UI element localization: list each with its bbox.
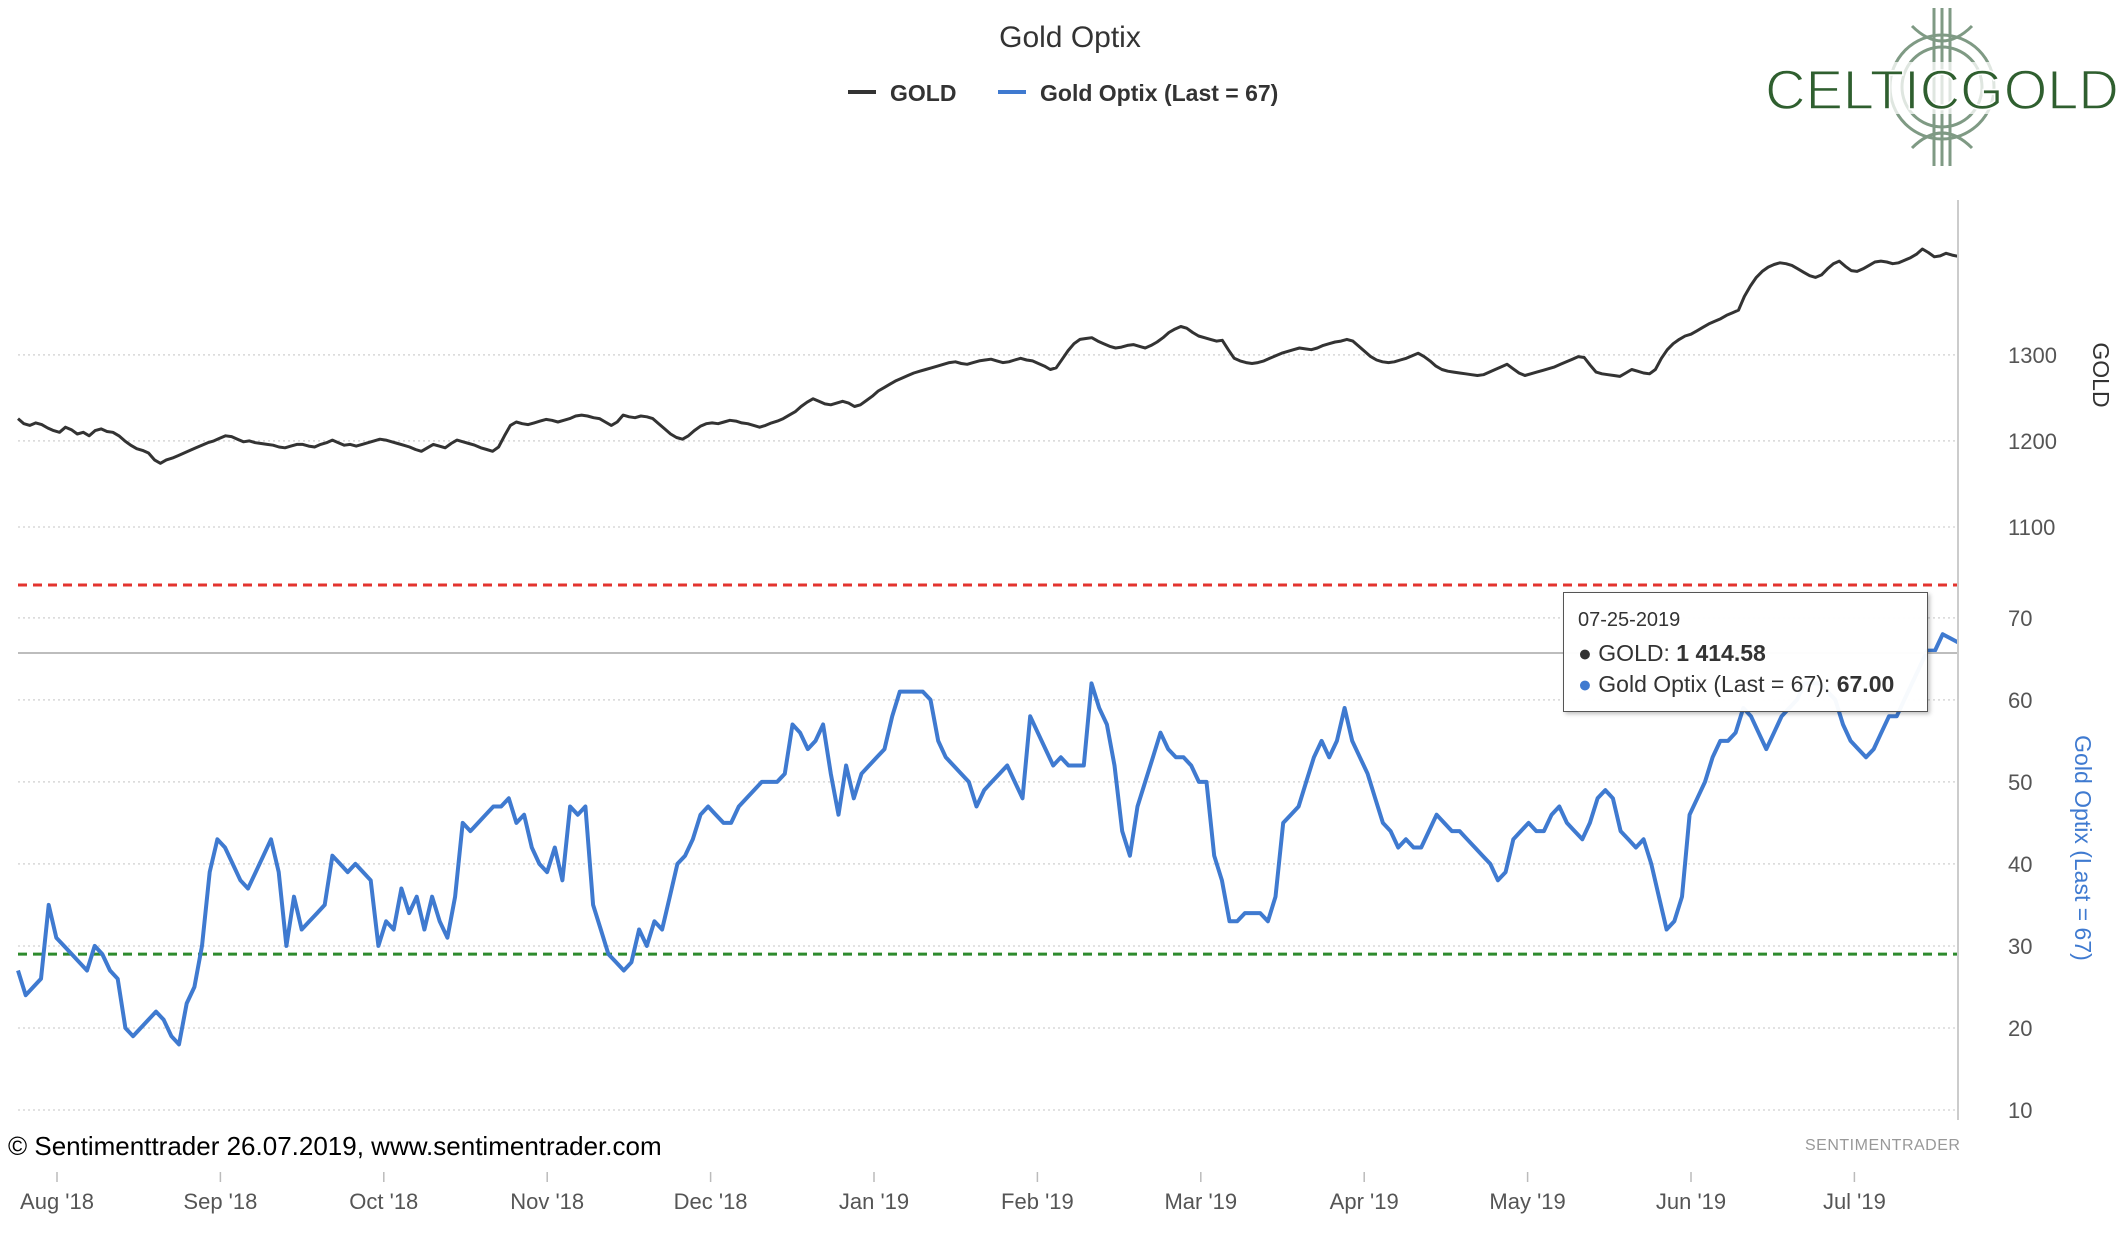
- tooltip-gold-value: 1 414.58: [1676, 640, 1766, 666]
- axis-title-p0: GOLD: [2088, 342, 2114, 407]
- footer-brand: SENTIMENTRADER: [1805, 1137, 1961, 1154]
- xtick-label-7: Mar '19: [1164, 1189, 1237, 1214]
- legend-label-0: GOLD: [890, 80, 956, 106]
- tooltip-optix-value: 67.00: [1836, 671, 1895, 697]
- tooltip: 07-25-2019 ● GOLD: 1 414.58 ● Gold Optix…: [1563, 592, 1928, 712]
- ytick-p0-1: 1200: [2008, 429, 2057, 454]
- ytick-p0-0: 1100: [2008, 515, 2055, 540]
- xtick-label-6: Feb '19: [1001, 1189, 1074, 1214]
- xtick-label-10: Jun '19: [1656, 1189, 1726, 1214]
- footer-credit: © Sentimenttrader 26.07.2019, www.sentim…: [8, 1131, 662, 1161]
- tooltip-gold-row: ● GOLD: 1 414.58: [1578, 638, 1913, 669]
- tooltip-optix-dot: ●: [1578, 671, 1599, 697]
- xtick-label-9: May '19: [1489, 1189, 1565, 1214]
- tooltip-gold-dot: ●: [1578, 640, 1599, 666]
- tooltip-optix-label: Gold Optix (Last = 67):: [1598, 671, 1837, 697]
- ytick-p1-1: 20: [2008, 1016, 2032, 1041]
- tooltip-optix-row: ● Gold Optix (Last = 67): 67.00: [1578, 669, 1913, 700]
- ytick-p0-2: 1300: [2008, 343, 2057, 368]
- xtick-label-1: Sep '18: [183, 1189, 257, 1214]
- xtick-label-2: Oct '18: [349, 1189, 418, 1214]
- ytick-p1-0: 10: [2008, 1098, 2032, 1123]
- ytick-p1-3: 40: [2008, 852, 2032, 877]
- tooltip-gold-label: GOLD:: [1598, 640, 1677, 666]
- tooltip-date: 07-25-2019: [1578, 609, 1681, 631]
- logo-text: CELTICGOLD: [1765, 58, 2119, 121]
- ytick-p1-4: 50: [2008, 770, 2032, 795]
- xtick-label-4: Dec '18: [674, 1189, 748, 1214]
- axis-title-p1: Gold Optix (Last = 67): [2070, 735, 2096, 961]
- chart-title: Gold Optix: [999, 21, 1141, 54]
- series-line-0: [17, 247, 1959, 465]
- ytick-p1-5: 60: [2008, 688, 2032, 713]
- xtick-label-3: Nov '18: [510, 1189, 584, 1214]
- xtick-label-8: Apr '19: [1330, 1189, 1399, 1214]
- ytick-p1-6: 70: [2008, 606, 2032, 631]
- xtick-label-0: Aug '18: [20, 1189, 94, 1214]
- xtick-label-11: Jul '19: [1823, 1189, 1886, 1214]
- legend-label-1: Gold Optix (Last = 67): [1040, 80, 1278, 106]
- xtick-label-5: Jan '19: [839, 1189, 909, 1214]
- series-line-1: [16, 632, 1959, 1047]
- ytick-p1-2: 30: [2008, 934, 2032, 959]
- celticgold-logo: CELTICGOLD: [1762, 6, 2122, 168]
